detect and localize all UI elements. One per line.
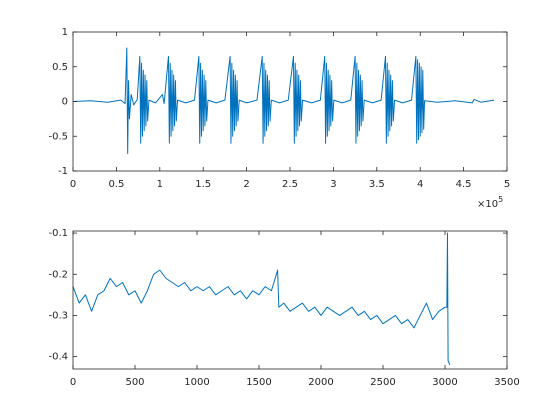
x-tick-label: 0 (70, 377, 76, 388)
x-tick-label: 3 (330, 179, 336, 190)
x-tick-label: 500 (125, 377, 144, 388)
x-tick-label: 0 (70, 179, 76, 190)
x-tick-label: 0.5 (108, 179, 124, 190)
x-tick-label: 5 (504, 179, 510, 190)
x-tick-label: 1000 (184, 377, 209, 388)
y-tick-label: -0.2 (48, 269, 68, 280)
y-tick-label: -0.3 (48, 310, 68, 321)
x-tick-label: 2500 (370, 377, 395, 388)
y-tick-label: 0 (62, 97, 68, 108)
x-tick-label: 1500 (246, 377, 271, 388)
data-line (72, 47, 495, 155)
x-exponent-power: 5 (498, 195, 503, 204)
x-tick-label: 4.5 (456, 179, 472, 190)
axes-background (73, 231, 507, 369)
y-tick-label: 0.5 (52, 62, 68, 73)
axes-box (72, 230, 508, 370)
x-exponent: ×105 (477, 195, 503, 211)
x-tick-label: 2000 (308, 377, 333, 388)
data-line (72, 232, 451, 366)
x-tick-label: 3500 (494, 377, 519, 388)
x-tick-label: 3000 (432, 377, 457, 388)
x-tick-label: 2 (243, 179, 249, 190)
y-tick-label: -1 (58, 166, 68, 177)
y-tick-label: -0.4 (48, 352, 68, 363)
x-tick-label: 1 (157, 179, 163, 190)
x-tick-label: 2.5 (282, 179, 298, 190)
x-tick-label: 4 (417, 179, 423, 190)
x-tick-label: 1.5 (195, 179, 211, 190)
x-exponent-base: ×10 (477, 199, 498, 210)
y-tick-label: -0.1 (48, 228, 68, 239)
y-tick-label: 1 (62, 27, 68, 38)
y-tick-label: -0.5 (48, 131, 68, 142)
x-tick-label: 3.5 (369, 179, 385, 190)
